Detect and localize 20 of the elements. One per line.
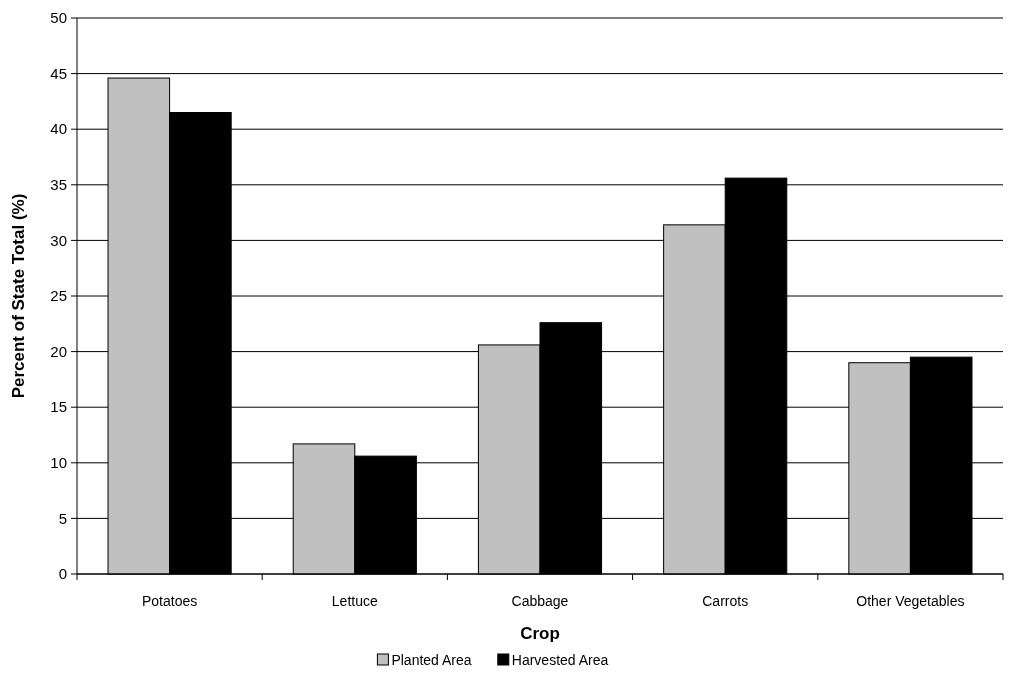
y-tick-label: 40 xyxy=(50,120,67,138)
x-tick-label: Other Vegetables xyxy=(856,593,965,609)
x-tick-label: Cabbage xyxy=(511,593,569,609)
y-tick-label: 35 xyxy=(50,176,67,194)
y-tick-label: 30 xyxy=(50,231,67,249)
legend-label: Planted Area xyxy=(391,652,472,668)
x-tick-label: Carrots xyxy=(702,593,749,609)
y-axis-title: Percent of State Total (%) xyxy=(9,193,28,399)
x-tick-label: Potatoes xyxy=(141,593,198,609)
x-axis-title: Crop xyxy=(520,624,560,643)
x-tick-label: Lettuce xyxy=(331,593,378,609)
y-tick-label: 45 xyxy=(50,64,67,82)
y-tick-label: 20 xyxy=(50,342,67,360)
y-tick-label: 15 xyxy=(50,398,67,416)
y-tick-label: 50 xyxy=(50,9,67,27)
y-tick-label: 25 xyxy=(50,287,67,305)
y-tick-label: 10 xyxy=(50,454,67,472)
y-tick-label: 5 xyxy=(58,509,67,527)
legend-label: Harvested Area xyxy=(511,652,609,668)
y-tick-label: 0 xyxy=(58,565,67,583)
